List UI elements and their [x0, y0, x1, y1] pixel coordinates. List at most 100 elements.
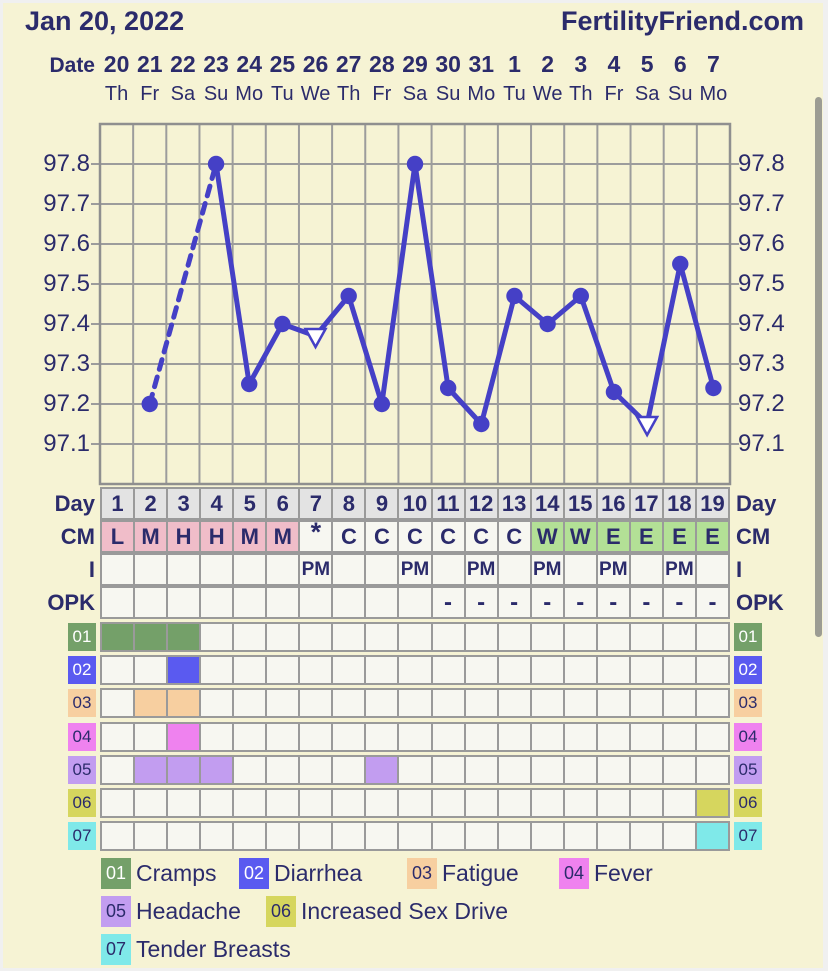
- symptom-cell: [630, 790, 662, 816]
- symptom-cell: [597, 823, 629, 849]
- symptom-cell: [366, 790, 398, 816]
- vertical-scrollbar-thumb[interactable]: [815, 97, 822, 637]
- opk-cell: [201, 588, 233, 617]
- weekday-cell: Th: [337, 82, 361, 105]
- symptom-cell: [564, 823, 596, 849]
- symptom-cell: [300, 657, 332, 683]
- temp-line-segment: [346, 293, 385, 407]
- opk-cell: [366, 588, 398, 617]
- symptom-cell: [564, 690, 596, 716]
- day-number-cell: 7: [300, 489, 332, 518]
- symptom-cell: [333, 790, 365, 816]
- symptom-chip-right-03: 03: [734, 689, 762, 717]
- cm-cell: C: [465, 522, 497, 551]
- symptom-cell: [696, 690, 728, 716]
- cm-cell: M: [234, 522, 266, 551]
- opk-cell: [333, 588, 365, 617]
- temp-dot: [439, 379, 457, 397]
- date-cell: 21: [136, 50, 163, 77]
- legend-chip-03: 03: [407, 858, 437, 889]
- date-cell: 5: [640, 50, 654, 77]
- symptom-cell: [399, 823, 431, 849]
- legend-item-02: 02 Diarrhea: [239, 858, 362, 889]
- legend-chip-06: 06: [266, 896, 296, 927]
- symptom-cell: [630, 724, 662, 750]
- symptom-cell: [630, 624, 662, 650]
- temp-line-segment: [213, 161, 252, 387]
- page-edge-left: [0, 0, 3, 971]
- weekday-cell: Fr: [372, 82, 392, 105]
- symptom-cell: [597, 690, 629, 716]
- symptom-cell: [135, 657, 167, 683]
- day-number-cell: 16: [597, 489, 629, 518]
- y-axis-label-right: 97.6: [738, 230, 785, 257]
- symptom-cell: [498, 757, 530, 783]
- legend-chip-05: 05: [101, 896, 131, 927]
- day-number-cell: 3: [168, 489, 200, 518]
- symptom-cell: [531, 624, 563, 650]
- temp-dot: [672, 255, 689, 273]
- symptom-chip-left-01: 01: [68, 623, 96, 651]
- symptom-cell: [102, 790, 134, 816]
- temp-line-segment: [644, 261, 683, 427]
- opk-cell: -: [432, 588, 464, 617]
- symptom-cell: [201, 823, 233, 849]
- temp-line-segment: [147, 161, 219, 407]
- opk-cell: -: [663, 588, 695, 617]
- symptom-cell: [498, 790, 530, 816]
- temp-dot: [207, 155, 225, 173]
- chart-border: [98, 122, 732, 486]
- symptom-cell: [366, 757, 398, 783]
- symptom-cell: [366, 724, 398, 750]
- weekday-cell: Mo: [235, 82, 264, 105]
- legend-label-01: Cramps: [136, 860, 217, 886]
- symptom-cell: [333, 757, 365, 783]
- cm-cell: E: [630, 522, 662, 551]
- chart-date-title: Jan 20, 2022: [25, 6, 185, 36]
- symptom-cell: [399, 657, 431, 683]
- temp-dot: [340, 287, 357, 305]
- day-number-cell: 12: [465, 489, 497, 518]
- weekday-cell: Sa: [170, 82, 196, 105]
- legend-chip-07: 07: [101, 934, 131, 965]
- symptom-cell: [234, 724, 266, 750]
- symptom-cell: [498, 823, 530, 849]
- temp-line-segment: [478, 293, 517, 427]
- symptom-cell: [300, 690, 332, 716]
- symptom-row-05: [100, 755, 730, 785]
- temp-dot: [141, 395, 158, 413]
- symptom-cell: [663, 724, 695, 750]
- opk-cell: -: [465, 588, 497, 617]
- symptom-chip-left-03: 03: [68, 689, 96, 717]
- intercourse-cell: PM: [465, 555, 497, 584]
- opk-cell: -: [498, 588, 530, 617]
- symptom-chip-right-06: 06: [734, 789, 762, 817]
- legend-label-04: Fever: [594, 860, 653, 886]
- cm-cell: M: [135, 522, 167, 551]
- symptom-chip-left-04: 04: [68, 723, 96, 751]
- temp-dot: [705, 379, 722, 397]
- symptom-cell: [168, 790, 200, 816]
- symptom-cell: [234, 624, 266, 650]
- weekday-cell: Sa: [402, 82, 428, 105]
- date-cell: 29: [402, 50, 428, 77]
- intercourse-cell: PM: [531, 555, 563, 584]
- legend-label-07: Tender Breasts: [136, 936, 291, 962]
- symptom-cell: [201, 724, 233, 750]
- weekday-cell: Th: [569, 82, 593, 105]
- symptom-cell: [465, 823, 497, 849]
- symptom-cell: [399, 624, 431, 650]
- cycle-day-row: 1 2 3 4 5 6 7 8 9 10 11 12 13 14 15 16 17 18 19: [100, 487, 730, 520]
- symptom-cell: [465, 624, 497, 650]
- weekday-cell: Sa: [634, 82, 660, 105]
- opk-cell: [267, 588, 299, 617]
- temp-line-segment: [246, 321, 285, 387]
- intercourse-cell: [102, 555, 134, 584]
- intercourse-cell: PM: [300, 555, 332, 584]
- date-cell: 7: [707, 50, 720, 77]
- symptom-cell: [564, 724, 596, 750]
- symptom-cell: [168, 724, 200, 750]
- symptom-cell: [333, 690, 365, 716]
- symptom-cell: [432, 823, 464, 849]
- weekday-cell: We: [300, 82, 331, 105]
